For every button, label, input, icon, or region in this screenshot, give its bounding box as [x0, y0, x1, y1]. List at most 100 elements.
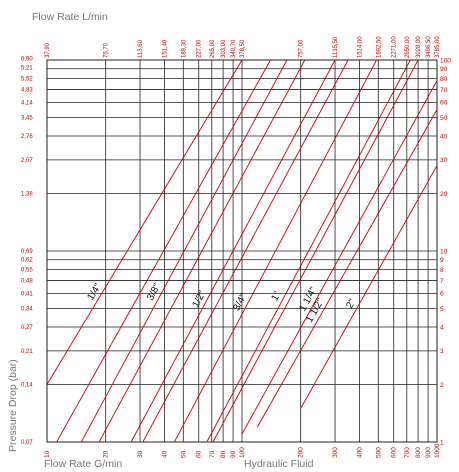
bottom-tick-label: 500 — [375, 447, 382, 458]
bottom-tick-label: 400 — [356, 447, 363, 458]
right-tick-label: 4 — [440, 324, 444, 331]
bottom-tick-label: 50 — [180, 450, 187, 458]
left-tick-label: 0,48 — [21, 279, 33, 285]
left-tick-label: 1,38 — [21, 192, 33, 198]
right-tick-label: 2 — [440, 382, 444, 389]
top-tick-label: 265,00 — [210, 39, 216, 58]
top-tick-label: 340,70 — [231, 39, 237, 58]
right-tick-label: 7 — [440, 278, 444, 285]
top-tick-label: 113,60 — [138, 39, 144, 58]
series-label-4: 1/2" — [190, 289, 208, 310]
top-tick-label: 303,00 — [221, 39, 227, 58]
right-tick-label: 50 — [440, 115, 448, 122]
series-line-4 — [130, 60, 336, 442]
right-tick-label: 40 — [440, 133, 448, 140]
top-tick-label: 3028,00 — [416, 36, 422, 58]
series-label-6: 3/4" — [231, 292, 249, 313]
left-tick-label: 5,52 — [21, 77, 33, 83]
right-tick-label: 10 — [440, 248, 448, 255]
series-line-11 — [300, 165, 437, 409]
left-tick-label: 0,62 — [21, 258, 33, 264]
left-tick-label: 3,45 — [21, 115, 33, 121]
bottom-tick-label: 700 — [404, 447, 411, 458]
series-line-3 — [98, 60, 306, 442]
right-tick-label: 30 — [440, 157, 448, 164]
left-tick-label: 0,07 — [21, 440, 33, 446]
bottom-tick-label: 90 — [230, 450, 237, 458]
left-tick-label: 2,07 — [21, 158, 33, 164]
right-tick-label: 9 — [440, 257, 444, 264]
grid — [46, 59, 438, 443]
bottom-tick-label: 1000 — [434, 443, 441, 458]
left-tick-label: 4,83 — [21, 88, 33, 94]
bottom-tick-label: 300 — [332, 447, 339, 458]
right-tick-label: 1 — [440, 439, 444, 446]
right-tick-label: 80 — [440, 76, 448, 83]
left-tick-label: 4,14 — [21, 100, 33, 106]
series-line-8 — [212, 60, 419, 442]
series-line-9 — [241, 80, 437, 435]
right-tick-label: 90 — [440, 66, 448, 73]
right-tick-label: 70 — [440, 87, 448, 94]
top-tick-label: 3406,50 — [426, 36, 432, 58]
bottom-tick-label: 100 — [239, 447, 246, 458]
top-tick-label: 378,50 — [240, 39, 246, 58]
left-tick-label: 5,21 — [21, 66, 33, 72]
series-label-0: 1/4" — [85, 281, 104, 302]
left-tick-label: 0,14 — [21, 383, 33, 389]
top-tick-label: 2271,00 — [392, 36, 398, 58]
series-label-2: 3/8" — [145, 282, 163, 303]
series-lines — [47, 60, 437, 442]
left-tick-label: 0,21 — [21, 349, 33, 355]
left-tick-label: 2,76 — [21, 134, 33, 140]
bottom-tick-label: 70 — [209, 450, 216, 458]
top-tick-label: 1514,00 — [357, 36, 363, 58]
top-tick-label: 2650,00 — [405, 36, 411, 58]
bottom-tick-label: 600 — [391, 447, 398, 458]
top-tick-label: 1892,50 — [376, 36, 382, 58]
left-tick-label: 0,27 — [21, 325, 33, 331]
bottom-tick-label: 80 — [220, 450, 227, 458]
left-tick-label: 0,55 — [21, 268, 33, 274]
left-tick-label: 0,41 — [21, 291, 33, 297]
bottom-tick-label: 900 — [425, 447, 432, 458]
right-tick-label: 20 — [440, 191, 448, 198]
top-tick-label: 227,00 — [197, 39, 203, 58]
bottom-tick-label: 30 — [137, 450, 144, 458]
right-tick-label: 3 — [440, 348, 444, 355]
right-tick-label: 60 — [440, 100, 448, 107]
top-tick-label: 757,00 — [299, 39, 305, 58]
left-tick-label: 0,34 — [21, 306, 33, 312]
tick-labels: 37,90 75,70 113,60 151,40 189,30 227,00 265,00… — [21, 36, 451, 458]
top-tick-label: 75,70 — [104, 42, 110, 58]
top-tick-label: 3785,00 — [435, 36, 441, 58]
series-line-1 — [56, 60, 271, 442]
bottom-tick-label: 20 — [103, 450, 110, 458]
bottom-tick-label: 200 — [298, 447, 305, 458]
right-tick-label: 5 — [440, 306, 444, 313]
bottom-tick-label: 60 — [196, 450, 203, 458]
fluid-note: Hydraulic Fluid — [244, 458, 314, 470]
series-line-5 — [142, 60, 349, 442]
top-tick-label: 37,90 — [45, 42, 51, 58]
series-line-0 — [47, 60, 243, 385]
series-line-10 — [257, 109, 437, 428]
series-line-6 — [173, 60, 377, 442]
top-tick-label: 189,30 — [181, 39, 187, 58]
bottom-tick-label: 40 — [161, 450, 168, 458]
bottom-axis-title: Flow Rate G/min — [44, 458, 122, 470]
right-tick-label: 6 — [440, 291, 444, 298]
left-axis-title: Pressure Drop (bar) — [7, 359, 19, 452]
top-tick-label: 151,40 — [162, 39, 168, 58]
left-tick-label: 6,90 — [21, 57, 33, 63]
bottom-tick-label: 10 — [44, 450, 51, 458]
series-line-2 — [80, 60, 288, 442]
bottom-tick-label: 800 — [415, 447, 422, 458]
left-tick-label: 0,69 — [21, 249, 33, 255]
series-line-7 — [206, 60, 411, 442]
top-tick-label: 1135,50 — [333, 36, 339, 58]
right-tick-label: 100 — [440, 57, 451, 64]
right-tick-label: 8 — [440, 267, 444, 274]
top-axis-title: Flow Rate L/min — [32, 11, 108, 23]
